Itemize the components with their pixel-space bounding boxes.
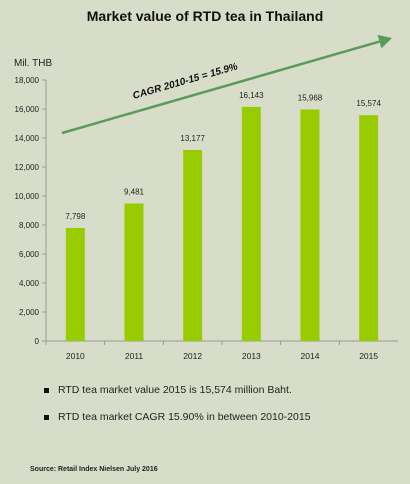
bar-2014 — [300, 109, 320, 342]
bar-value-label: 15,968 — [298, 93, 323, 102]
note-text: RTD tea market CAGR 15.90% in between 20… — [58, 411, 311, 423]
bar-2013 — [241, 106, 261, 341]
x-tick-label: 2014 — [301, 351, 320, 361]
notes-list: RTD tea market value 2015 is 15,574 mill… — [44, 384, 311, 438]
bar-2012 — [183, 149, 203, 341]
y-tick-label: 14,000 — [15, 134, 40, 143]
bar-2011 — [124, 203, 144, 341]
bar-value-label: 7,798 — [65, 212, 86, 221]
bar-value-label: 15,574 — [356, 99, 381, 108]
bar-2010 — [65, 227, 85, 341]
bar-chart: 0 2,000 4,000 6,000 8,000 10,000 12,000 14,000 1… — [15, 34, 398, 361]
x-tick-label: 2010 — [66, 351, 85, 361]
x-tick-label: 2012 — [183, 351, 202, 361]
y-tick-label: 16,000 — [15, 105, 40, 114]
y-tick-label: 6,000 — [19, 250, 40, 259]
note-item: RTD tea market CAGR 15.90% in between 20… — [44, 411, 311, 423]
x-tick-label: 2013 — [242, 351, 261, 361]
y-axis-unit-label: Mil. THB — [14, 58, 53, 69]
bar-2015 — [359, 115, 379, 341]
chart-title: Market value of RTD tea in Thailand — [86, 8, 324, 24]
trend-arrow-line — [61, 40, 380, 135]
y-tick-label: 0 — [35, 337, 40, 346]
note-text: RTD tea market value 2015 is 15,574 mill… — [58, 384, 292, 396]
y-tick-label: 18,000 — [15, 76, 40, 85]
x-tick-label: 2015 — [359, 351, 378, 361]
bar-value-label: 16,143 — [239, 91, 264, 100]
source-note: Source: Retail Index Nielsen July 2016 — [30, 466, 158, 473]
y-tick-label: 10,000 — [15, 192, 40, 201]
note-item: RTD tea market value 2015 is 15,574 mill… — [44, 384, 311, 396]
square-bullet-icon — [44, 387, 49, 393]
bar-value-label: 9,481 — [124, 188, 145, 197]
bar-value-label: 13,177 — [180, 134, 205, 143]
square-bullet-icon — [44, 414, 49, 420]
y-tick-label: 2,000 — [19, 308, 40, 317]
y-tick-label: 12,000 — [15, 163, 40, 172]
y-tick-label: 4,000 — [19, 279, 40, 288]
x-tick-label: 2011 — [125, 351, 144, 361]
trend-arrowhead-icon — [377, 34, 392, 49]
cagr-annotation: CAGR 2010-15 = 15.9% — [132, 61, 240, 102]
y-tick-label: 8,000 — [19, 221, 40, 230]
